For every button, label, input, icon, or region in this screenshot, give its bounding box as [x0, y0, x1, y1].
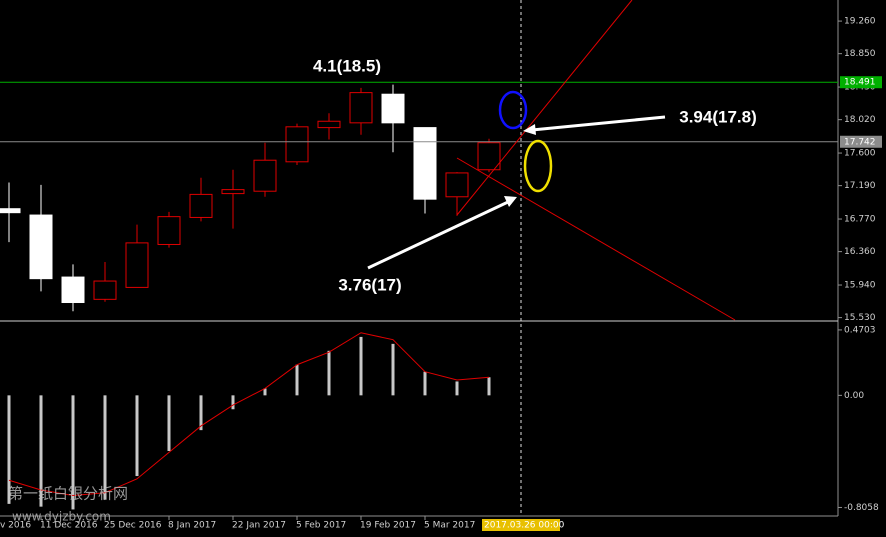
histogram-bar: [423, 371, 427, 396]
x-tick-label: 25 Dec 2016: [104, 521, 162, 531]
arrow-head: [523, 124, 536, 135]
candle-body: [29, 214, 53, 280]
candle-body: [221, 189, 245, 195]
histogram-bar: [455, 381, 459, 396]
arrow: [531, 115, 666, 132]
trend-line: [456, 0, 633, 216]
arrow: [367, 200, 509, 270]
candle-body: [253, 159, 277, 192]
y-tick-label: 16.770: [844, 215, 876, 225]
y-tick-label: 17.600: [844, 149, 876, 159]
candle-body: [349, 92, 373, 124]
candle-body: [125, 242, 149, 288]
y-tick-label: 16.360: [844, 247, 876, 257]
histogram-bar: [391, 343, 395, 396]
y-tick-label: 0.4703: [844, 325, 876, 335]
x-tick-label: 5 Mar 2017: [424, 521, 475, 531]
candle-body: [93, 280, 117, 300]
y-tick-label: 0.00: [844, 391, 864, 401]
x-tick-label: 19 Feb 2017: [360, 521, 416, 531]
y-tick-label: 18.020: [844, 115, 876, 125]
histogram-bar: [231, 395, 235, 410]
y-tick-label: 17.190: [844, 181, 876, 191]
histogram-bar: [39, 395, 43, 507]
candle-body: [445, 172, 469, 198]
candle-body: [157, 216, 181, 245]
cursor-label-bg: [482, 519, 560, 531]
y-tick-label: 19.260: [844, 17, 876, 27]
y-tick-label: 15.940: [844, 281, 876, 291]
arrow-head: [504, 196, 517, 207]
histogram-bar: [359, 336, 363, 396]
x-tick-label: v 2016: [0, 521, 31, 531]
candle-body: [285, 126, 309, 163]
level-label: 17.742: [844, 137, 876, 147]
level-label-bg: [840, 76, 882, 89]
candle-body: [381, 93, 405, 124]
histogram-bar: [327, 350, 331, 396]
candle-body: [477, 142, 501, 171]
histogram-bar: [167, 395, 171, 451]
annotation: 4.1(18.5): [313, 56, 381, 75]
candle-body: [413, 127, 437, 200]
annotation: 3.94(17.8): [679, 107, 757, 126]
x-tick-label: 8 Jan 2017: [168, 521, 216, 531]
annotation: 3.76(17): [338, 275, 401, 294]
y-tick-label: 18.850: [844, 49, 876, 59]
level-label-bg: [840, 135, 882, 148]
histogram-bar: [263, 388, 267, 396]
histogram-bar: [199, 395, 203, 431]
candle-body: [189, 193, 213, 218]
histogram-bar: [71, 395, 75, 510]
yellow-ellipse: [523, 139, 553, 193]
x-tick-label: 11 Dec 2016: [40, 521, 98, 531]
histogram-bar: [7, 395, 11, 504]
watermark: www.dyjzby.com: [12, 510, 111, 524]
candle-body: [0, 208, 21, 214]
histogram-bar: [295, 364, 299, 396]
histogram-bar: [103, 395, 107, 500]
blue-ellipse: [498, 90, 528, 130]
x-tick-label: 22 Jan 2017: [232, 521, 286, 531]
histogram-bar: [487, 377, 491, 396]
cursor-label: 2017.03.26 00:00: [484, 521, 565, 531]
level-label: 18.491: [844, 78, 876, 88]
candle-body: [317, 120, 341, 129]
watermark: 第一纸白银分析网: [8, 485, 128, 503]
y-tick-label: 15.530: [844, 313, 876, 323]
plot-area: 19.26018.85018.43018.02017.60017.19016.7…: [0, 17, 879, 531]
candle-body: [61, 276, 85, 304]
trend-line: [456, 157, 736, 321]
histogram-bar: [135, 395, 139, 477]
signal-line: [8, 332, 490, 497]
x-tick-label: 5 Feb 2017: [296, 521, 346, 531]
y-tick-label: -0.8058: [844, 503, 879, 513]
